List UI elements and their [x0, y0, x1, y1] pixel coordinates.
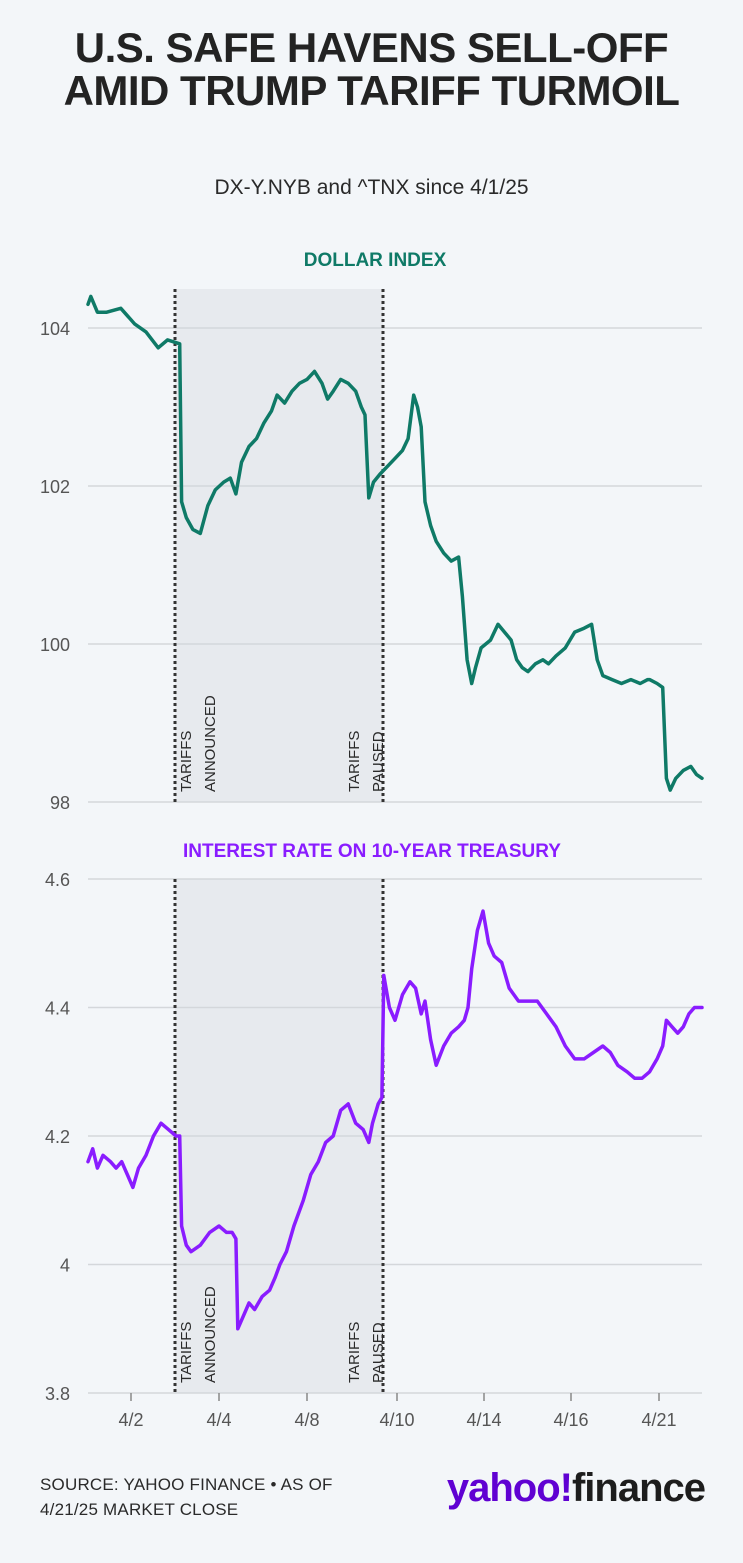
- x-tick-label: 4/4: [206, 1410, 231, 1430]
- x-tick-label: 4/8: [294, 1410, 319, 1430]
- treasury-paused-label: PAUSED: [370, 1322, 387, 1383]
- x-tick-label: 4/14: [466, 1410, 501, 1430]
- charts-canvas: DOLLAR INDEX INTEREST RATE ON 10-YEAR TR…: [40, 250, 704, 1430]
- treasury-ytick-label: 4.6: [45, 870, 70, 890]
- dollar-paused-label: TARIFFS: [346, 731, 363, 792]
- x-tick-label: 4/2: [118, 1410, 143, 1430]
- dollar-shaded-region: [175, 289, 383, 802]
- treasury-series-line: [86, 909, 704, 1331]
- dollar-announced-label: TARIFFS: [178, 731, 195, 792]
- dollar-ytick-label: 98: [50, 793, 70, 813]
- treasury-paused-label: TARIFFS: [346, 1322, 363, 1383]
- treasury-announced-label: ANNOUNCED: [202, 1286, 219, 1383]
- treasury-ytick-label: 4.4: [45, 999, 70, 1019]
- page-subtitle: DX-Y.NYB and ^TNX since 4/1/25: [214, 176, 529, 199]
- dollar-paused-label: PAUSED: [370, 731, 387, 792]
- logo-yahoo: yahoo!: [446, 1466, 573, 1510]
- dollar-chart-title: DOLLAR INDEX: [304, 250, 447, 271]
- source-line-2: 4/21/25 MARKET CLOSE: [40, 1500, 239, 1519]
- dollar-ytick-label: 102: [40, 477, 70, 497]
- x-tick-label: 4/16: [553, 1410, 588, 1430]
- dollar-series-line: [86, 294, 704, 792]
- yahoo-finance-logo: yahoo!finance: [446, 1466, 706, 1511]
- page-title: U.S. SAFE HAVENS SELL-OFF AMID TRUMP TAR…: [63, 24, 680, 114]
- treasury-announced-label: TARIFFS: [178, 1322, 195, 1383]
- source-line-1: SOURCE: YAHOO FINANCE • AS OF: [40, 1475, 333, 1494]
- treasury-chart-title: INTEREST RATE ON 10-YEAR TREASURY: [183, 841, 561, 862]
- x-tick-label: 4/21: [641, 1410, 676, 1430]
- x-tick-label: 4/10: [379, 1410, 414, 1430]
- logo-finance: finance: [571, 1466, 706, 1510]
- treasury-ytick-label: 4.2: [45, 1127, 70, 1147]
- dollar-ytick-label: 104: [40, 319, 70, 339]
- dollar-ytick-label: 100: [40, 635, 70, 655]
- source-note: SOURCE: YAHOO FINANCE • AS OF 4/21/25 MA…: [40, 1472, 333, 1522]
- treasury-ytick-label: 4: [60, 1256, 70, 1276]
- treasury-ytick-label: 3.8: [45, 1384, 70, 1404]
- dollar-announced-label: ANNOUNCED: [202, 695, 219, 792]
